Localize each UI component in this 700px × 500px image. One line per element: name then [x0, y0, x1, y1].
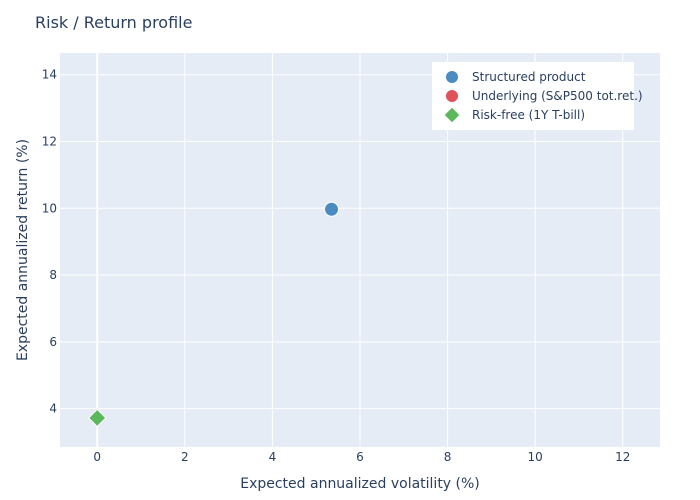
- x-axis-ticks: 0 2 4 6 8 10 12: [93, 450, 630, 464]
- legend-marker: [445, 70, 459, 84]
- legend-label: Underlying (S&P500 tot.ret.): [472, 89, 643, 103]
- legend-item[interactable]: Structured product: [445, 70, 586, 84]
- legend-box: [432, 62, 634, 130]
- x-tick-label: 2: [181, 450, 189, 464]
- grid: [60, 53, 660, 447]
- y-tick-label: 4: [49, 402, 57, 416]
- y-axis-title: Expected annualized return (%): [15, 139, 31, 361]
- legend-item[interactable]: Underlying (S&P500 tot.ret.): [445, 89, 643, 103]
- data-point: [88, 408, 107, 428]
- legend-label: Risk-free (1Y T-bill): [472, 108, 585, 122]
- x-tick-label: 8: [444, 450, 452, 464]
- legend-marker: [443, 106, 461, 124]
- y-tick-label: 8: [49, 268, 57, 282]
- legend-item[interactable]: Risk-free (1Y T-bill): [443, 106, 585, 124]
- y-axis-ticks: 4 6 8 10 12 14: [42, 68, 57, 416]
- x-tick-label: 12: [615, 450, 630, 464]
- x-tick-label: 0: [93, 450, 101, 464]
- chart-title: Risk / Return profile: [35, 13, 192, 32]
- legend-marker: [445, 89, 459, 103]
- y-tick-label: 14: [42, 68, 57, 82]
- x-tick-label: 4: [269, 450, 277, 464]
- data-point: [324, 201, 340, 217]
- data-points: [88, 201, 340, 428]
- y-tick-label: 10: [42, 201, 57, 215]
- y-tick-label: 12: [42, 134, 57, 148]
- x-axis-title: Expected annualized volatility (%): [240, 476, 480, 492]
- legend[interactable]: Structured product Underlying (S&P500 tot…: [432, 62, 643, 130]
- x-tick-label: 10: [528, 450, 543, 464]
- x-tick-label: 6: [356, 450, 364, 464]
- legend-label: Structured product: [472, 70, 586, 84]
- y-tick-label: 6: [49, 335, 57, 349]
